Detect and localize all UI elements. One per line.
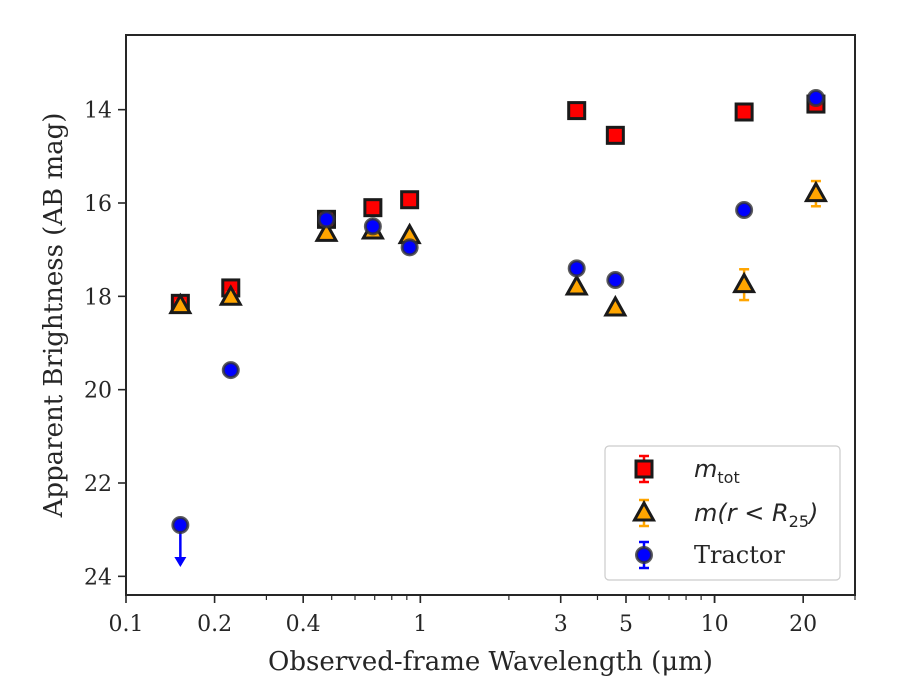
- series-triangle: [168, 179, 828, 317]
- legend-box: [604, 445, 841, 581]
- data-point-triangle: [603, 294, 628, 317]
- y-tick-label: 18: [84, 285, 112, 310]
- x-tick-label: 10: [701, 612, 729, 637]
- legend-marker-circle: [635, 546, 653, 564]
- data-point-triangle: [168, 292, 193, 315]
- data-point-circle: [400, 238, 419, 257]
- x-tick-label: 0.4: [286, 612, 321, 637]
- plot-frame: [125, 34, 856, 596]
- data-point-triangle: [564, 273, 589, 296]
- x-tick-label: 0.2: [197, 612, 232, 637]
- x-tick-label: 3: [554, 612, 568, 637]
- data-point-square: [567, 101, 587, 121]
- x-tick-label: 1: [413, 612, 427, 637]
- y-tick-label: 16: [84, 192, 112, 217]
- data-point-square: [734, 102, 754, 122]
- data-point-circle: [221, 361, 240, 380]
- data-point-circle: [567, 259, 586, 278]
- y-axis-label: Apparent Brightness (AB mag): [39, 113, 69, 519]
- x-tick-label: 20: [789, 612, 817, 637]
- y-tick-label: 14: [84, 99, 112, 124]
- legend-label: mtot: [694, 455, 740, 487]
- x-tick-label: 5: [619, 612, 633, 637]
- legend-label: Tractor: [694, 541, 785, 569]
- legend-label-base: m(r < R: [694, 499, 789, 527]
- data-point-triangle: [803, 180, 828, 203]
- x-axis-label: Observed-frame Wavelength (μm): [268, 647, 713, 677]
- data-point-square: [605, 125, 625, 145]
- data-point-triangle: [732, 271, 757, 294]
- data-point-circle: [806, 89, 825, 107]
- data-point-circle: [363, 217, 382, 236]
- legend-items: mtot m(r < R25) Tractor: [631, 454, 818, 570]
- y-tick-label: 20: [84, 379, 112, 404]
- data-point-triangle: [218, 284, 243, 306]
- x-tick-label: 0.1: [109, 612, 144, 637]
- y-tick-label: 22: [84, 472, 112, 497]
- legend-label-base: m: [694, 455, 717, 483]
- upper-limit-arrowhead: [174, 557, 187, 567]
- series-circle: [171, 89, 825, 567]
- data-point-square: [400, 190, 420, 210]
- data-point-square: [363, 198, 383, 218]
- series-square: [170, 94, 826, 313]
- legend-marker-square: [634, 459, 654, 479]
- data-point-circle: [735, 201, 754, 219]
- legend-label-tail: ): [807, 499, 818, 527]
- y-axis-ticks: 14 16 18 20 22 24: [84, 99, 126, 590]
- legend-marker-triangle: [631, 499, 657, 522]
- legend: mtot m(r < R25) Tractor: [604, 445, 841, 581]
- data-point-circle: [606, 271, 625, 289]
- y-tick-label: 24: [84, 565, 112, 590]
- data-point-circle: [171, 516, 190, 534]
- legend-label-subscript: tot: [717, 468, 739, 487]
- data-point-circle: [317, 210, 336, 229]
- legend-label: m(r < R25): [694, 499, 818, 531]
- data-markers: [168, 89, 828, 567]
- x-axis-ticks: 0.1 0.2 0.4 1 3 5 10 20: [109, 595, 856, 637]
- legend-label-subscript: 25: [789, 512, 809, 531]
- data-point-triangle: [314, 220, 339, 242]
